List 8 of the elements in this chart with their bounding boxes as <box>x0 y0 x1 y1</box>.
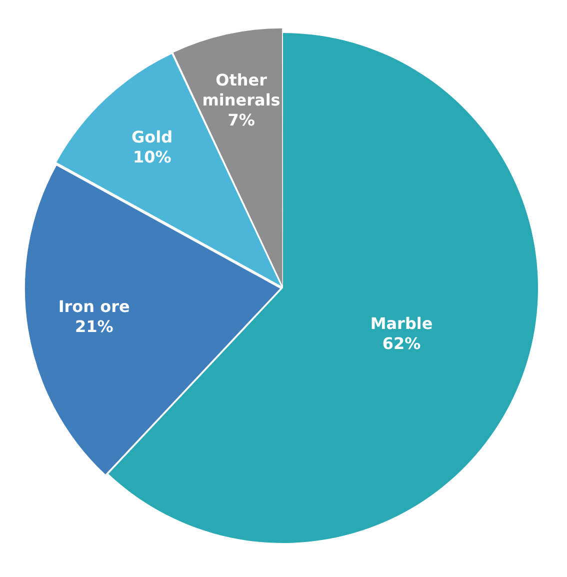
slice-label: Iron ore <box>58 297 130 316</box>
data-label: 62% <box>382 334 421 354</box>
data-label: 21% <box>74 317 114 336</box>
data-label: 7% <box>228 110 255 130</box>
slice-label: Other minerals <box>202 70 280 110</box>
data-label: 10% <box>132 148 172 167</box>
slice-label: Gold <box>132 128 173 147</box>
slice-label: Marble <box>370 314 433 334</box>
